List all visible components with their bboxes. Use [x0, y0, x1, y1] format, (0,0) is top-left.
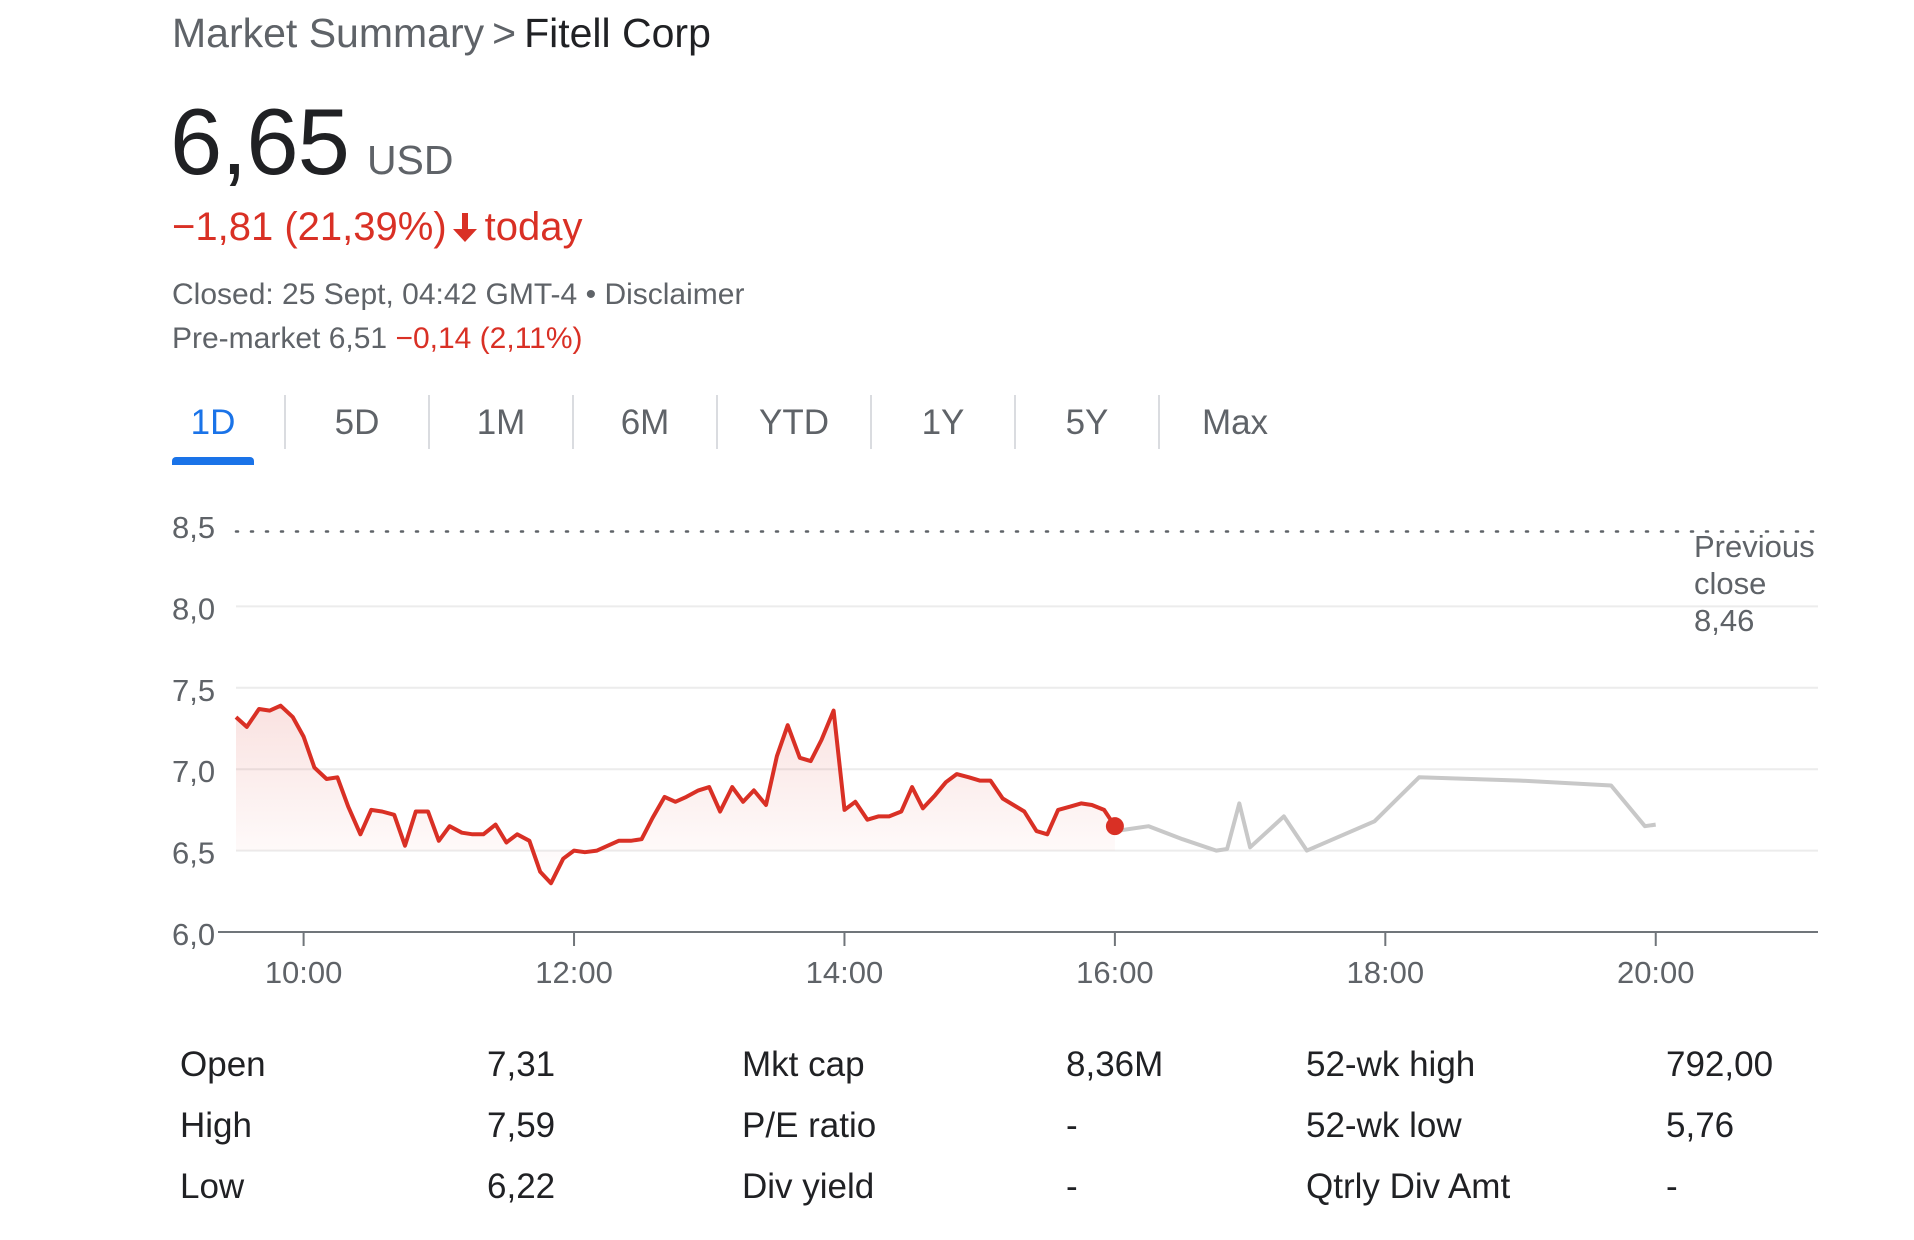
active-tab-indicator: [172, 457, 254, 465]
stat-label: Div yield: [742, 1167, 875, 1206]
market-status: Closed: 25 Sept, 04:42 GMT-4 • Disclaime…: [172, 278, 744, 312]
premarket-change: −0,14 (2,11%): [395, 322, 583, 355]
stat-label: P/E ratio: [742, 1106, 877, 1145]
stat-value: -: [1066, 1106, 1078, 1145]
stat-label: High: [180, 1106, 252, 1145]
premarket-label: Pre-market: [172, 322, 321, 355]
tab-divider: [716, 395, 718, 449]
y-tick-label: 6,5: [172, 836, 215, 871]
stat-value: -: [1666, 1167, 1678, 1206]
series-area-regular: [236, 705, 1115, 884]
breadcrumb-current: Fitell Corp: [524, 10, 711, 56]
series-line-regular: [234, 703, 1117, 886]
stat-label: Mkt cap: [742, 1045, 865, 1084]
status-dot: •: [585, 278, 597, 311]
stat-value: -: [1066, 1167, 1078, 1206]
tab-divider: [1158, 395, 1160, 449]
stat-label: 52-wk high: [1306, 1045, 1476, 1084]
stat-label: Open: [180, 1045, 266, 1084]
x-tick-label: 20:00: [1617, 955, 1695, 990]
y-tick-label: 8,0: [172, 591, 215, 626]
premarket-info: Pre-market 6,51 −0,14 (2,11%): [172, 322, 583, 356]
change-percent: (21,39%): [284, 205, 447, 249]
price-row: 6,65 USD: [170, 88, 454, 196]
arrow-down-icon: [451, 208, 479, 253]
breadcrumb-root[interactable]: Market Summary: [172, 10, 485, 56]
tab-divider: [284, 395, 286, 449]
y-tick-label: 7,5: [172, 673, 215, 708]
price-change: −1,81 (21,39%) today: [172, 205, 583, 253]
stat-value: 7,59: [487, 1106, 556, 1145]
currency-label: USD: [366, 137, 454, 183]
tab-5y[interactable]: 5Y: [1065, 403, 1109, 442]
change-period: today: [484, 205, 583, 249]
x-tick-label: 12:00: [535, 955, 613, 990]
breadcrumb-separator: >: [492, 10, 517, 56]
stat-value: 792,00: [1666, 1045, 1774, 1084]
current-price-marker: [1105, 817, 1124, 836]
stat-label: 52-wk low: [1306, 1106, 1462, 1145]
series-line-after-hours: [1114, 775, 1656, 853]
previous-close-label: 8,46: [1694, 603, 1754, 638]
x-tick-label: 18:00: [1347, 955, 1425, 990]
previous-close-label: close: [1694, 566, 1766, 601]
x-tick-label: 16:00: [1076, 955, 1154, 990]
current-price: 6,65: [170, 89, 350, 194]
tab-1m[interactable]: 1M: [476, 403, 526, 442]
y-tick-label: 8,5: [172, 510, 215, 545]
stat-value: 8,36M: [1066, 1045, 1164, 1084]
tab-6m[interactable]: 6M: [620, 403, 670, 442]
tab-5d[interactable]: 5D: [334, 403, 380, 442]
tab-max[interactable]: Max: [1201, 403, 1269, 442]
closed-time: Closed: 25 Sept, 04:42 GMT-4: [172, 278, 578, 311]
x-tick-label: 10:00: [265, 955, 343, 990]
key-stats: Open 7,31 High 7,59 Low 6,22 Mkt cap 8,36M P/E r…: [0, 1035, 1914, 1225]
stat-label: Low: [180, 1167, 245, 1206]
stat-label: Qtrly Div Amt: [1306, 1167, 1511, 1206]
tab-ytd[interactable]: YTD: [759, 403, 829, 442]
tab-divider: [428, 395, 430, 449]
y-tick-label: 6,0: [172, 917, 215, 952]
previous-close-label: Previous: [1694, 529, 1815, 564]
stat-value: 5,76: [1666, 1106, 1735, 1145]
change-amount: −1,81: [172, 205, 274, 249]
tab-divider: [572, 395, 574, 449]
stat-value: 7,31: [487, 1045, 556, 1084]
tab-1d[interactable]: 1D: [190, 403, 236, 442]
disclaimer-link[interactable]: Disclaimer: [604, 278, 745, 311]
x-tick-label: 14:00: [806, 955, 884, 990]
breadcrumb: Market Summary > Fitell Corp: [172, 10, 711, 57]
tab-divider: [1014, 395, 1016, 449]
stat-value: 6,22: [487, 1167, 556, 1206]
tab-1y[interactable]: 1Y: [921, 403, 965, 442]
premarket-price: 6,51: [328, 322, 388, 355]
range-tabs: 1D 5D 1M 6M YTD 1Y 5Y Max: [172, 385, 1272, 465]
tab-divider: [870, 395, 872, 449]
y-tick-label: 7,0: [172, 754, 215, 789]
